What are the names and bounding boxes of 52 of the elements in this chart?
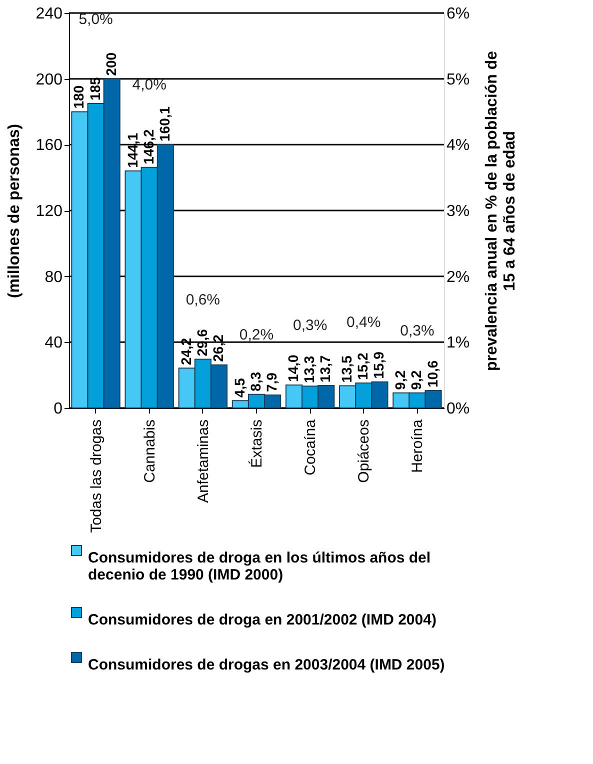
data-label: 15,2 xyxy=(354,352,371,380)
x-tick-label: Anfetaminas xyxy=(194,420,212,503)
x-tick-label: Éxtasis xyxy=(248,420,266,468)
y-tick-label: 240 xyxy=(36,6,63,22)
y2-tick-label: 5% xyxy=(446,71,470,88)
y2-tick-label: 2% xyxy=(446,268,470,286)
data-label: 24,2 xyxy=(178,338,194,366)
annotation: 0,6% xyxy=(186,291,220,308)
legend-label: Consumidores de droga en 2001/2002 (IMD 2004) xyxy=(88,612,436,628)
data-label: 14,0 xyxy=(285,354,301,382)
y-tick-label: 120 xyxy=(36,203,63,220)
annotation: 4,0% xyxy=(132,76,166,94)
y-tick-label: 40 xyxy=(44,334,63,352)
y2-tick-label: 4% xyxy=(446,137,470,154)
y2-tick-label: 0% xyxy=(446,400,470,418)
data-label: 13,3 xyxy=(301,356,318,384)
data-label: 180 xyxy=(70,85,87,109)
data-label: 26,2 xyxy=(210,334,226,362)
data-label: 15,9 xyxy=(370,351,387,379)
y-tick-label: 80 xyxy=(44,268,63,286)
data-label: 7,9 xyxy=(264,372,280,392)
data-label: 8,3 xyxy=(248,372,264,392)
data-label: 13,7 xyxy=(317,354,334,382)
x-tick-label: Heroína xyxy=(409,418,426,473)
y-axis-title: (millones de personas) xyxy=(6,124,23,298)
data-label: 9,2 xyxy=(392,370,408,390)
data-label: 200 xyxy=(102,52,119,76)
data-label: 144,1 xyxy=(124,132,140,168)
annotation: 0,3% xyxy=(400,322,434,340)
y-tick-label: 200 xyxy=(36,71,63,88)
data-label: 13,5 xyxy=(338,355,355,383)
y2-tick-label: 6% xyxy=(446,6,470,22)
annotation: 5,0% xyxy=(78,10,113,28)
y-tick-label: 0 xyxy=(54,400,63,418)
data-label: 4,5 xyxy=(231,378,248,398)
legend-label: Consumidores de drogas en 2003/2004 (IMD 2005) xyxy=(88,656,445,674)
x-tick-label: Cocaína xyxy=(302,418,320,476)
x-tick-label: Cannabis xyxy=(141,420,158,483)
legend-label: Consumidores de droga en los últimos años del decenio de 1990 (IMD 2000) xyxy=(88,550,431,584)
x-tick-label: Opiáceos xyxy=(356,420,373,483)
data-label: 160,1 xyxy=(156,106,172,142)
annotation: 0,4% xyxy=(346,314,381,331)
data-label: 9,2 xyxy=(408,370,424,390)
y-tick-label: 160 xyxy=(36,137,63,154)
data-label: 10,6 xyxy=(424,360,440,388)
y2-tick-label: 3% xyxy=(446,203,470,220)
annotation: 0,2% xyxy=(239,326,274,344)
x-tick-label: Todas las drogas xyxy=(88,420,105,533)
y2-tick-label: 1% xyxy=(446,334,470,352)
data-label: 146,2 xyxy=(140,129,156,164)
y2-axis-title: prevalencia anual en % de la población de 15 a 64 años de edad xyxy=(484,50,519,372)
annotation: 0,3% xyxy=(292,316,328,334)
